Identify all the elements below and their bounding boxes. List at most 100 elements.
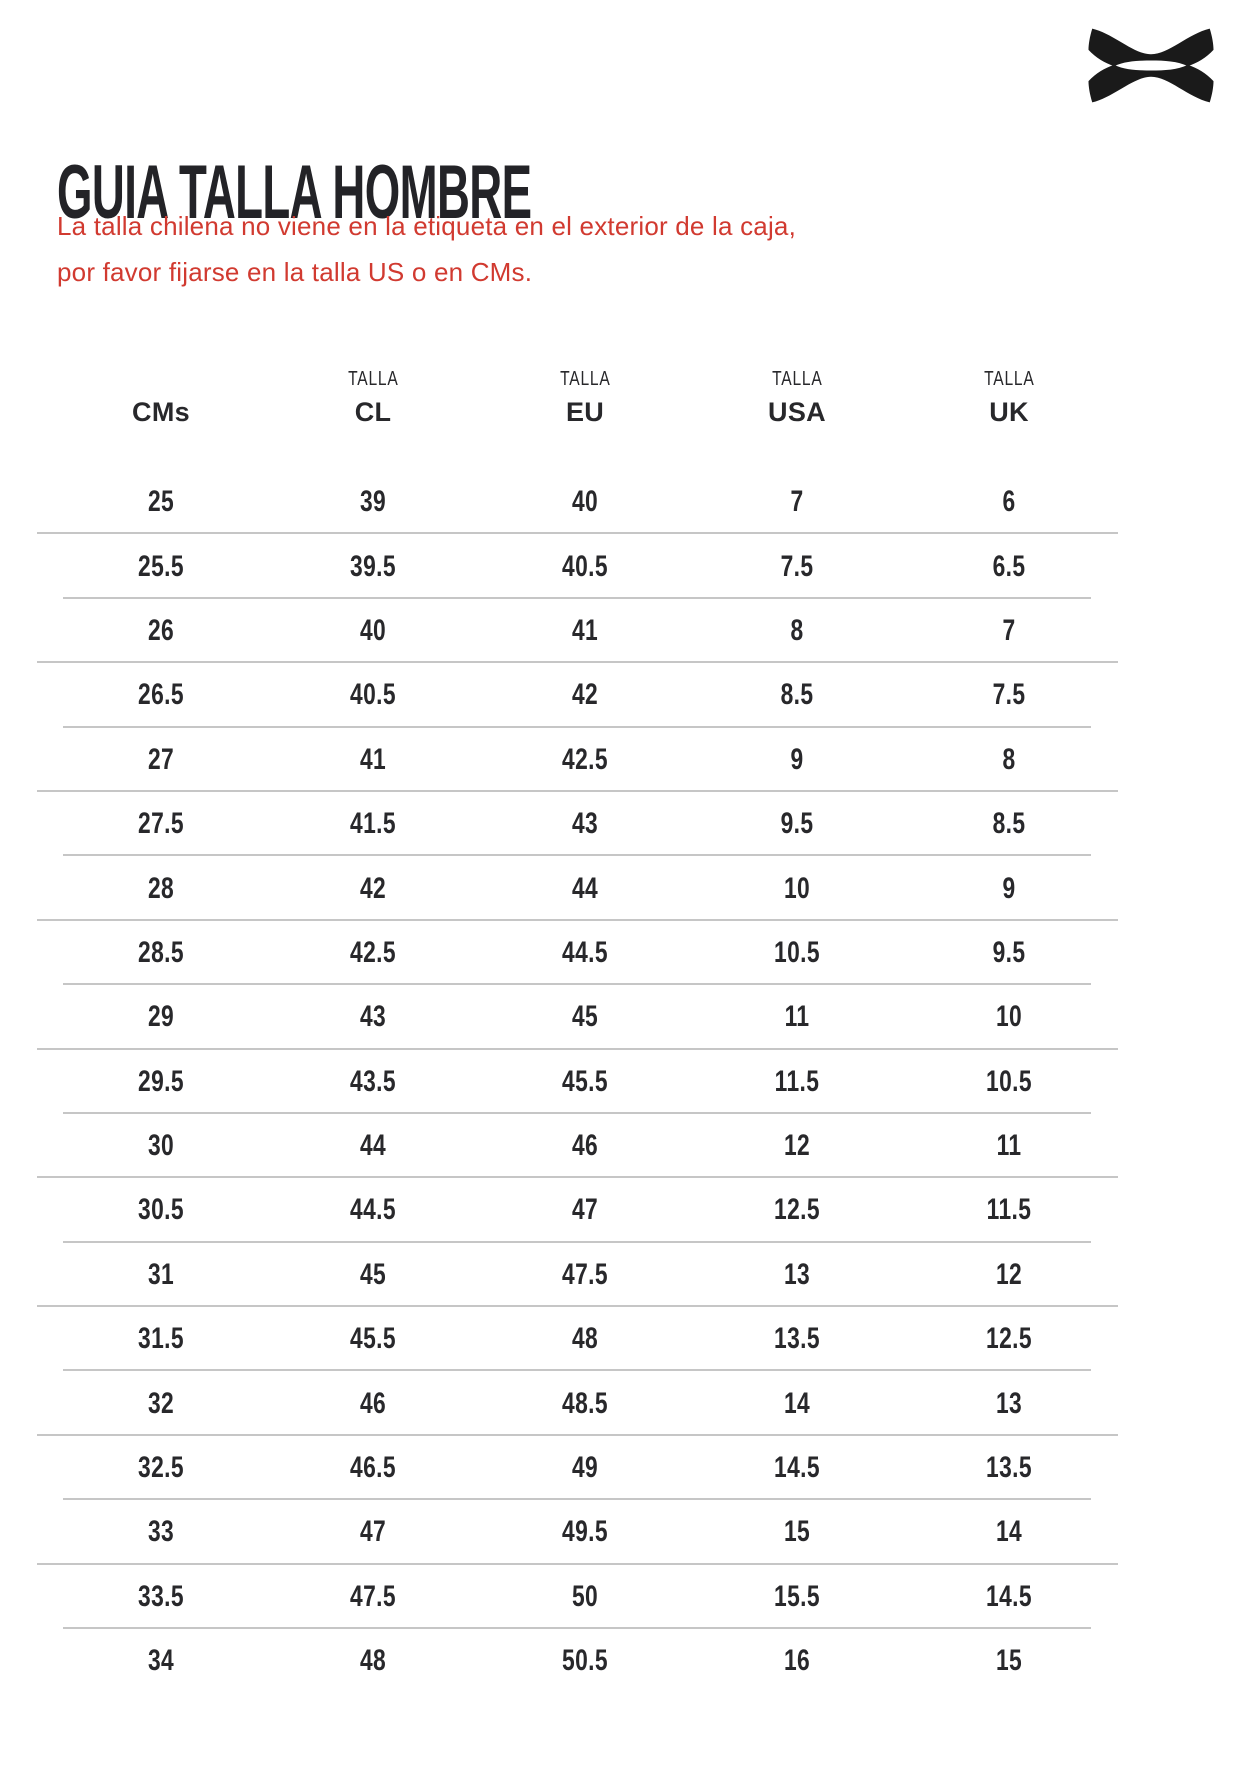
table-row: 31.5 45.5 48 13.5 12.5 — [55, 1307, 1115, 1372]
row-divider — [63, 1498, 1091, 1501]
row-divider — [37, 532, 1118, 535]
cell-uk: 11 — [996, 1129, 1022, 1163]
size-notice-line-2: por favor fijarse en la talla US o en CM… — [57, 257, 533, 287]
cell-usa: 10 — [783, 871, 811, 905]
column-header-cl: TALLA CL — [267, 364, 479, 430]
cell-cms: 27 — [147, 742, 175, 776]
cell-cms: 25 — [147, 485, 175, 519]
table-row: 25.5 39.5 40.5 7.5 6.5 — [55, 534, 1115, 599]
row-divider — [37, 1176, 1118, 1179]
cell-uk: 11.5 — [986, 1193, 1032, 1227]
cell-eu: 45 — [571, 1000, 599, 1034]
cell-uk: 10.5 — [986, 1064, 1032, 1098]
cell-eu: 48.5 — [562, 1386, 608, 1420]
cell-eu: 50 — [571, 1579, 599, 1613]
cell-cms: 30 — [147, 1129, 175, 1163]
size-notice-line-1: La talla chilena no viene en la etiqueta… — [57, 211, 797, 241]
under-armour-logo-icon — [1088, 28, 1214, 103]
table-row: 28 42 44 10 9 — [37, 856, 1118, 921]
cell-eu: 47 — [571, 1193, 599, 1227]
cell-cl: 43 — [359, 1000, 387, 1034]
cell-uk: 14 — [995, 1515, 1023, 1549]
cell-cms: 34 — [147, 1644, 175, 1678]
size-table-body: 25 39 40 7 6 25.5 39.5 40.5 7.5 6.5 26 4… — [37, 470, 1118, 1693]
cell-cl: 42 — [359, 871, 387, 905]
table-row: 33 47 49.5 15 14 — [37, 1500, 1118, 1565]
cell-cms: 31.5 — [138, 1322, 184, 1356]
cell-usa: 11.5 — [774, 1064, 820, 1098]
row-divider — [63, 1369, 1091, 1372]
cell-uk: 9.5 — [992, 935, 1026, 969]
row-divider — [63, 983, 1091, 986]
cell-cl: 43.5 — [350, 1064, 396, 1098]
cell-usa: 14 — [783, 1386, 811, 1420]
cell-usa: 15 — [783, 1515, 811, 1549]
table-row: 26.5 40.5 42 8.5 7.5 — [55, 663, 1115, 728]
row-divider — [63, 854, 1091, 857]
column-code-label: CL — [354, 397, 392, 427]
cell-uk: 14.5 — [986, 1579, 1032, 1613]
cell-usa: 8.5 — [780, 678, 814, 712]
cell-cl: 41.5 — [350, 807, 396, 841]
cell-usa: 9.5 — [780, 807, 814, 841]
cell-eu: 45.5 — [562, 1064, 608, 1098]
size-table-header: CMs TALLA CL TALLA EU TALLA USA TALLA UK — [55, 364, 1115, 430]
cell-cl: 47 — [359, 1515, 387, 1549]
cell-eu: 46 — [571, 1129, 599, 1163]
cell-eu: 49 — [571, 1451, 599, 1485]
row-divider — [63, 725, 1091, 728]
cell-cl: 42.5 — [350, 935, 396, 969]
table-row: 29.5 43.5 45.5 11.5 10.5 — [55, 1050, 1115, 1114]
column-code-label: EU — [565, 397, 605, 427]
column-header-usa: TALLA USA — [691, 364, 903, 430]
cell-cl: 40.5 — [350, 678, 396, 712]
cell-cms: 33 — [147, 1515, 175, 1549]
ua-logo-bottom-shape — [1088, 64, 1214, 103]
cell-eu: 44.5 — [562, 935, 608, 969]
cell-eu: 42.5 — [562, 742, 608, 776]
cell-usa: 15.5 — [774, 1579, 820, 1613]
cell-cl: 39 — [359, 485, 387, 519]
table-row: 30.5 44.5 47 12.5 11.5 — [55, 1178, 1115, 1243]
cell-cms: 25.5 — [138, 549, 184, 583]
cell-uk: 7.5 — [992, 678, 1026, 712]
column-header-uk: TALLA UK — [903, 364, 1115, 430]
table-row: 27 41 42.5 9 8 — [37, 728, 1118, 792]
table-row: 27.5 41.5 43 9.5 8.5 — [55, 792, 1115, 857]
cell-eu: 42 — [571, 678, 599, 712]
column-code-label: USA — [768, 397, 826, 427]
row-divider — [37, 1305, 1118, 1308]
cell-cl: 44.5 — [350, 1193, 396, 1227]
row-divider — [37, 661, 1118, 664]
cell-cms: 29.5 — [138, 1064, 184, 1098]
table-row: 32 46 48.5 14 13 — [37, 1371, 1118, 1436]
column-top-label: TALLA — [983, 368, 1035, 390]
cell-uk: 10 — [995, 1000, 1023, 1034]
cell-cms: 27.5 — [138, 807, 184, 841]
cell-uk: 13 — [995, 1386, 1023, 1420]
row-divider — [63, 1627, 1091, 1630]
cell-uk: 7 — [1002, 613, 1016, 647]
row-divider — [37, 1047, 1118, 1050]
cell-usa: 12 — [783, 1129, 811, 1163]
cell-usa: 7.5 — [780, 549, 814, 583]
cell-eu: 43 — [571, 807, 599, 841]
column-top-label: TALLA — [771, 368, 823, 390]
cell-uk: 15 — [995, 1644, 1023, 1678]
cell-cl: 47.5 — [350, 1579, 396, 1613]
cell-cms: 26.5 — [138, 678, 184, 712]
cell-uk: 12.5 — [986, 1322, 1032, 1356]
table-row: 32.5 46.5 49 14.5 13.5 — [55, 1436, 1115, 1501]
row-divider — [37, 1562, 1118, 1565]
table-row: 29 43 45 11 10 — [37, 985, 1118, 1050]
cell-eu: 47.5 — [562, 1257, 608, 1291]
cell-eu: 41 — [571, 613, 599, 647]
cell-eu: 50.5 — [562, 1644, 608, 1678]
cell-uk: 6.5 — [992, 549, 1026, 583]
cell-cms: 28 — [147, 871, 175, 905]
cell-cms: 29 — [147, 1000, 175, 1034]
cell-cl: 45.5 — [350, 1322, 396, 1356]
cell-uk: 8 — [1002, 742, 1016, 776]
table-row: 31 45 47.5 13 12 — [37, 1243, 1118, 1308]
